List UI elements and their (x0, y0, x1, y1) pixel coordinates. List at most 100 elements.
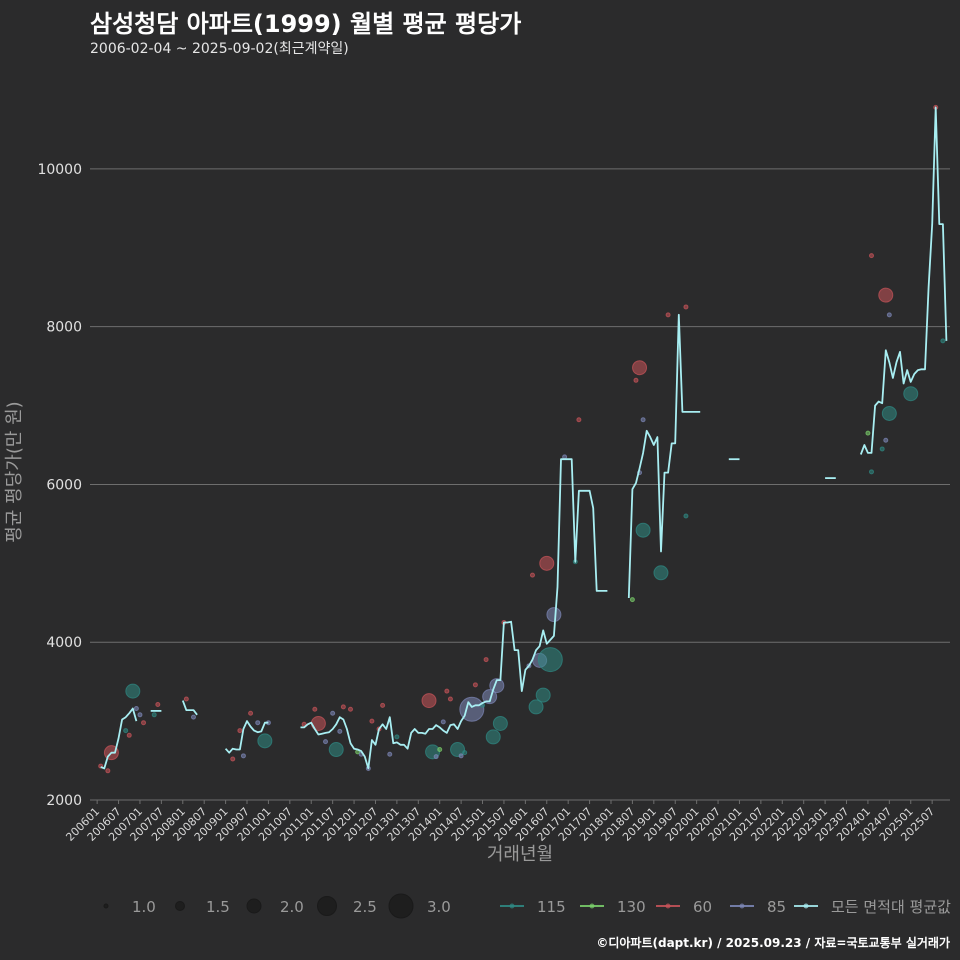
scatter-point-85 (546, 607, 562, 623)
scatter-point-115 (881, 405, 897, 421)
legend-size-label: 2.0 (280, 898, 304, 916)
legend-series-label: 85 (767, 898, 786, 916)
legend: 1.0 1.5 2.0 2.5 3.0 115 130 60 85 모든 면적대 평균값 (103, 893, 951, 919)
y-tick-label: 2000 (46, 793, 82, 809)
scatter-point-85 (190, 714, 196, 720)
legend-series-label: 60 (693, 898, 712, 916)
scatter-point-115 (683, 513, 689, 519)
scatter-point-115 (535, 687, 551, 703)
scatter-point-60 (665, 312, 671, 318)
scatter-point-85 (459, 696, 485, 722)
scatter-point-115 (537, 647, 563, 673)
scatter-point-115 (125, 683, 141, 699)
scatter-point-85 (323, 739, 329, 745)
scatter-point-85 (387, 751, 393, 757)
grid-lines (90, 168, 950, 801)
average-line (100, 106, 948, 770)
scatter-point-60 (312, 706, 318, 712)
scatter-point-60 (472, 682, 478, 688)
y-axis-ticks: 2000 4000 6000 8000 10000 (37, 162, 82, 809)
scatter-point-115 (462, 750, 468, 756)
y-axis-label: 평균 평당가(만 원) (4, 401, 25, 542)
scatter-point-60 (141, 720, 147, 726)
scatter-point-85 (562, 454, 568, 460)
scatter-point-115 (450, 742, 466, 758)
scatter-point-60 (539, 555, 555, 571)
legend-marker (739, 903, 745, 909)
scatter-point-115 (485, 729, 501, 745)
scatter-point-60 (105, 768, 111, 774)
scatter-point-85 (458, 753, 464, 759)
scatter-point-60 (230, 756, 236, 762)
scatter-point-85 (240, 753, 246, 759)
average-line-segment (627, 313, 701, 599)
scatter-point-60 (632, 360, 648, 376)
scatter-point-60 (576, 417, 582, 423)
scatter-point-85 (640, 417, 646, 423)
scatter-point-60 (380, 702, 386, 708)
chart-subtitle: 2006-02-04 ~ 2025-09-02(최근계약일) (90, 41, 349, 57)
scatter-point-115 (879, 446, 885, 452)
scatter-point-130 (865, 430, 871, 436)
scatter-point-60 (237, 728, 243, 734)
scatter-point-115 (635, 522, 651, 538)
legend-series-label: 모든 면적대 평균값 (831, 898, 951, 916)
scatter-point-60 (683, 304, 689, 310)
y-tick-label: 4000 (46, 635, 82, 651)
scatter-point-60 (633, 377, 639, 383)
legend-marker (665, 903, 671, 909)
legend-series-label: 115 (537, 898, 566, 916)
scatter-point-60 (878, 287, 894, 303)
scatter-point-85 (433, 754, 439, 760)
legend-size-marker (317, 896, 337, 916)
legend-size-label: 2.5 (353, 898, 377, 916)
scatter-point-60 (126, 732, 132, 738)
scatter-point-85 (883, 437, 889, 443)
scatter-point-85 (137, 712, 143, 718)
legend-size-marker (103, 903, 109, 909)
legend-size-marker (246, 898, 262, 914)
scatter-point-85 (440, 719, 446, 725)
legend-series-label: 130 (617, 898, 646, 916)
average-line-segment (100, 707, 138, 770)
scatter-point-60 (421, 693, 437, 709)
scatter-point-115 (903, 386, 919, 402)
scatter-point-60 (868, 253, 874, 259)
scatter-point-60 (529, 572, 535, 578)
legend-marker (509, 903, 515, 909)
scatter-point-60 (444, 688, 450, 694)
legend-marker (589, 903, 595, 909)
scatter-point-115 (328, 742, 344, 758)
scatter-point-130 (437, 747, 443, 753)
scatter-point-115 (940, 338, 946, 344)
scatter-point-60 (340, 704, 346, 710)
average-line-segment (859, 106, 948, 455)
scatter-point-60 (347, 706, 353, 712)
scatter-point-115 (394, 734, 400, 740)
scatter-point-115 (123, 728, 129, 734)
scatter-point-60 (483, 657, 489, 663)
scatter-point-115 (151, 712, 157, 718)
y-tick-label: 10000 (37, 162, 82, 178)
scatter-point-60 (248, 710, 254, 716)
legend-marker (803, 903, 809, 909)
scatter-point-115 (257, 733, 273, 749)
scatter-point-60 (155, 702, 161, 708)
source-caption: ©디아파트(dapt.kr) / 2025.09.23 / 자료=국토교통부 실… (596, 936, 950, 950)
scatter-points (98, 104, 946, 774)
scatter-point-85 (337, 728, 343, 734)
legend-size-label: 1.5 (206, 898, 230, 916)
legend-size-label: 1.0 (132, 898, 156, 916)
average-line-segment (181, 700, 198, 716)
scatter-point-60 (447, 696, 453, 702)
average-line-segment (224, 720, 269, 754)
legend-size-marker (175, 901, 185, 911)
chart-title: 삼성청담 아파트(1999) 월별 평균 평당가 (90, 10, 522, 38)
legend-size-label: 3.0 (427, 898, 451, 916)
y-tick-label: 8000 (46, 320, 82, 336)
scatter-point-115 (528, 699, 544, 715)
scatter-point-85 (133, 705, 139, 711)
scatter-point-85 (482, 689, 498, 705)
scatter-point-115 (492, 715, 508, 731)
